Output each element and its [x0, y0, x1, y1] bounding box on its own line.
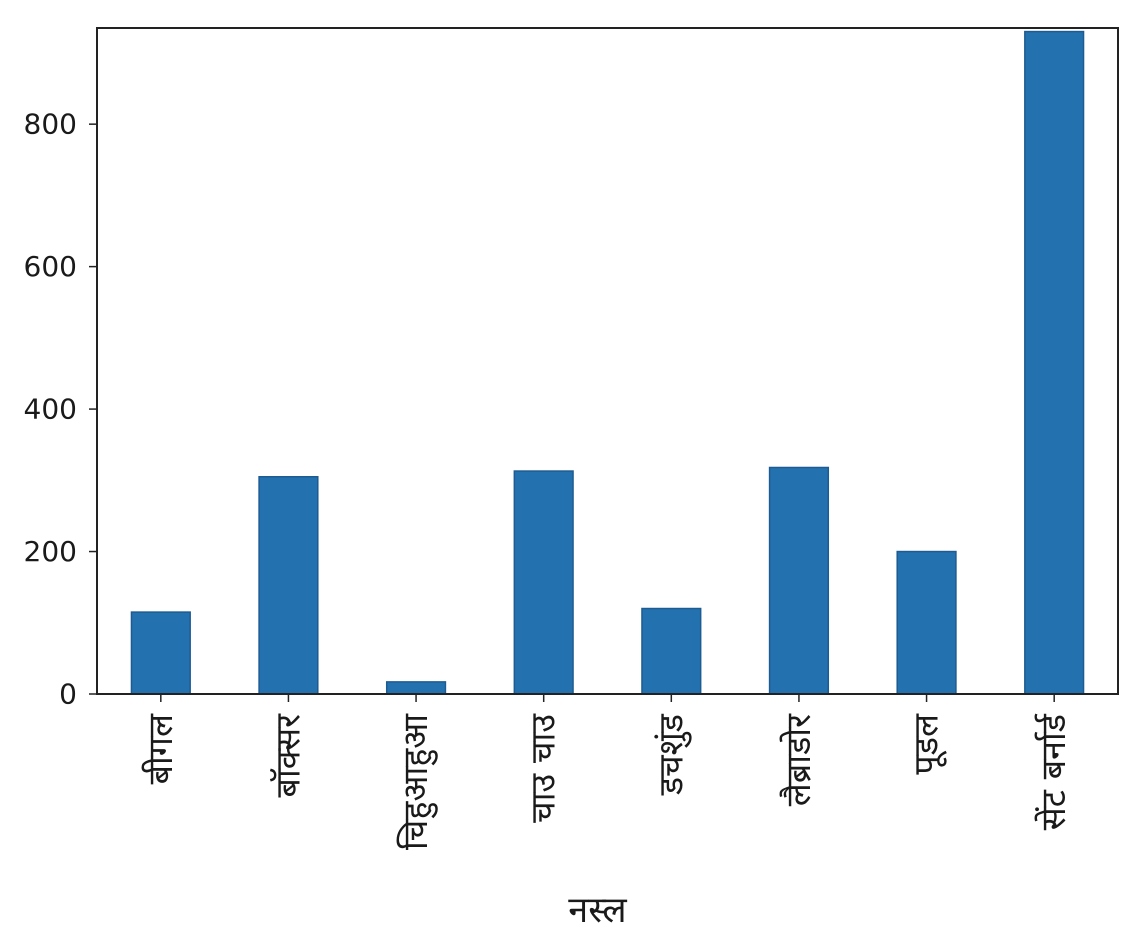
y-tick-label-1: 200: [24, 535, 77, 568]
x-tick-label-7: सेंट बर्नार्ड: [1034, 713, 1074, 830]
x-tick-label-5: लैब्राडोर: [779, 713, 819, 806]
y-tick-label-0: 0: [59, 678, 77, 711]
bar-7: [1024, 30, 1085, 695]
x-tick-label-1: बॉक्सर: [268, 713, 308, 798]
bar-3: [513, 470, 574, 695]
plot-frame: [96, 27, 1119, 695]
y-tick-label-4: 800: [24, 108, 77, 141]
x-tick-label-3: चाउ चाउ: [524, 713, 564, 823]
x-tick-label-4: डचशुंड: [651, 713, 692, 796]
bars-group: [130, 30, 1085, 695]
x-axis-label: नस्ल: [568, 890, 627, 931]
y-axis-ticks: 0 200 400 600 800: [24, 108, 97, 711]
bar-6: [896, 550, 957, 695]
y-tick-label-3: 600: [24, 250, 77, 283]
x-tick-label-0: बीगल: [141, 713, 181, 784]
x-axis-ticks: बीगल बॉक्सर चिहुआहुआ चाउ चाउ डचशुंड लैब्राडोर…: [141, 694, 1074, 850]
x-tick-label-6: पूडल: [907, 713, 948, 775]
bar-5: [768, 466, 830, 695]
x-tick-label-2: चिहुआहुआ: [396, 713, 438, 850]
bar-2: [385, 681, 447, 695]
bar-0: [130, 611, 191, 695]
bar-1: [258, 476, 319, 695]
y-tick-label-2: 400: [24, 393, 77, 426]
bar-4: [641, 607, 702, 695]
